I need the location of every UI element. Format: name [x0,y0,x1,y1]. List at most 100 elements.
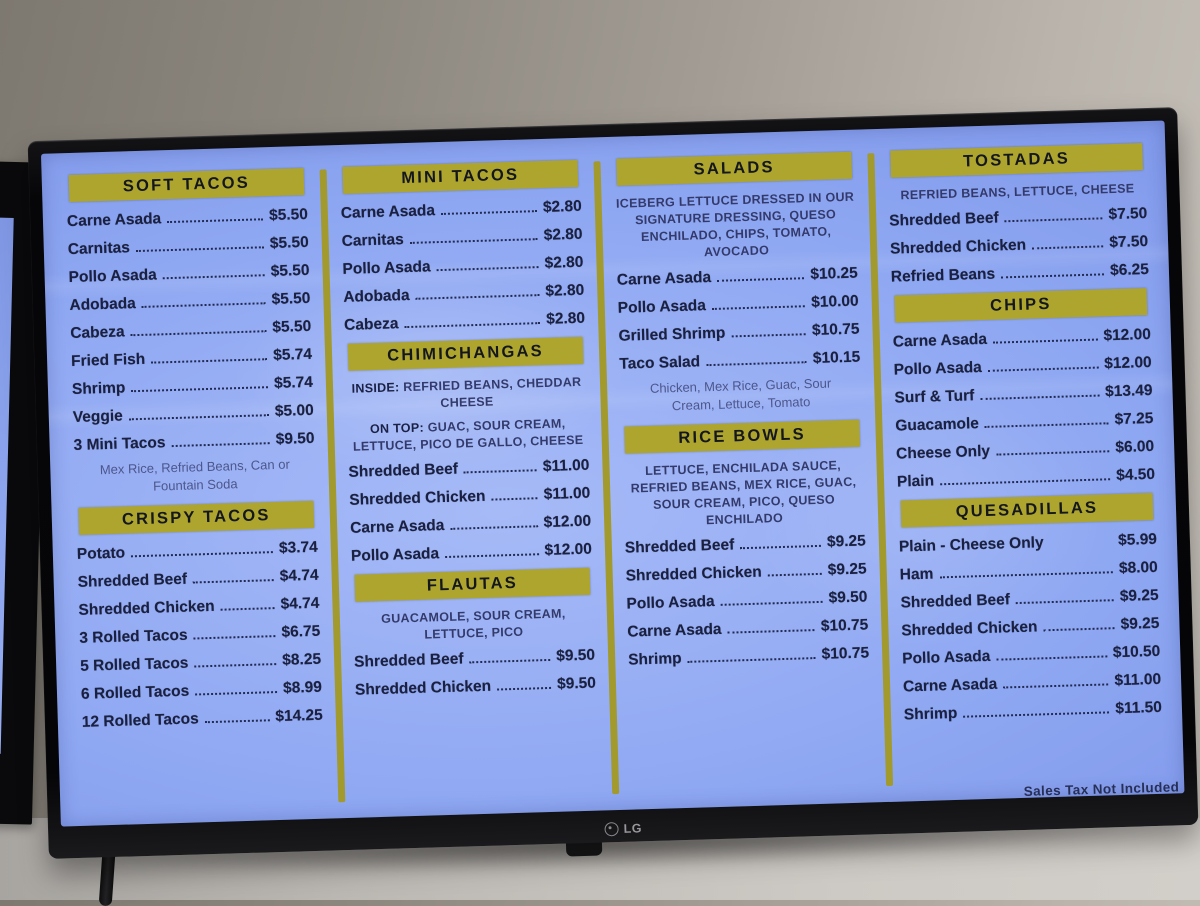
dot-leader [740,544,822,550]
menu-item: Pollo Asada $5.50 [68,261,309,287]
dot-leader [409,238,538,244]
item-name: Shredded Chicken [889,236,1027,258]
item-name: Pollo Asada [350,545,440,565]
menu-item: Refried Beans $6.25 [891,260,1150,287]
menu-item: Fried Fish $5.74 [71,345,312,371]
dot-leader [1004,217,1103,223]
menu-item: Pollo Asada $10.50 [902,642,1161,669]
item-name: Shrimp [71,379,126,399]
section-header: QUESADILLAS [900,492,1154,528]
item-price: $14.25 [275,706,323,726]
dot-leader [731,333,807,338]
menu-section: FLAUTAS GUACAMOLE, SOUR CREAM, LETTUCE, P… [350,567,599,700]
menu-tv: SOFT TACOS Carne Asada $5.50 Carnitas $5.50 P… [27,107,1199,859]
item-name: Cheese Only [895,442,991,463]
menu-item: Carne Asada $5.50 [67,205,308,231]
item-price: $5.50 [272,317,312,337]
menu-item: Pollo Asada $10.00 [617,292,859,318]
menu-item: Cabeza $5.50 [70,317,311,343]
item-price: $2.80 [544,253,584,272]
item-name: Pollo Asada [902,647,991,668]
description-prefix: ON TOP: [369,420,428,437]
item-name: Carnitas [341,231,404,250]
menu-item: Shrimp $11.50 [904,698,1163,725]
section-description: ON TOP: GUAC, SOUR CREAM, LETTUCE, PICO … [352,416,584,454]
menu-item: Shredded Chicken $9.25 [625,560,866,586]
menu-item: Carnitas $2.80 [341,225,582,251]
dot-leader [1016,599,1114,605]
item-price: $8.00 [1118,558,1159,578]
menu-item: Plain $4.50 [897,465,1156,492]
item-price: $2.80 [546,309,586,328]
sales-tax-note: Sales Tax Not Included [1023,779,1180,799]
menu-item: Shredded Chicken $9.50 [355,674,596,700]
dot-leader [220,607,275,611]
menu-item: Shredded Beef $9.25 [900,586,1159,613]
item-price: $10.00 [810,292,859,312]
item-name: Shredded Beef [77,570,188,591]
section-description: REFRIED BEANS, LETTUCE, CHEESE [900,181,1135,203]
item-price: $10.50 [1112,642,1161,662]
dot-leader [463,469,537,474]
menu-item: Shredded Chicken $7.50 [890,232,1149,259]
menu-item: Adobada $5.50 [69,289,310,315]
item-name: Potato [76,544,126,563]
menu-column-2: MINI TACOS Carne Asada $2.80 Carnitas $2.80 P… [333,159,605,810]
item-price: $5.50 [271,289,311,309]
menu-item: Carne Asada $12.00 [350,512,591,538]
item-name: Veggie [72,407,124,426]
item-price: $10.75 [820,616,869,635]
menu-item: Shredded Beef $9.25 [625,532,866,558]
dot-leader [706,361,808,367]
item-name: Plain - Cheese Only [898,534,1044,556]
adjacent-tv-screen [0,217,14,754]
menu-item: 3 Rolled Tacos $6.75 [79,622,320,648]
section-description: INSIDE: REFRIED BEANS, CHEDDAR CHEESE [351,374,582,411]
tv-brand-label: LG [623,821,643,836]
dot-leader [131,551,274,558]
dot-leader [171,442,270,448]
menu-item: Cabeza $2.80 [344,309,585,335]
menu-item: Shrimp $10.75 [628,643,869,669]
item-name: Refried Beans [890,265,996,286]
dot-leader [993,338,1098,344]
dot-leader [980,394,1100,401]
menu-item: Surf & Turf $13.49 [894,381,1153,408]
menu-item: Shredded Beef $11.00 [348,456,589,482]
item-price: $2.80 [545,281,585,300]
section-note: Chicken, Mex Rice, Guac, Sour Cream, Let… [649,375,832,414]
dot-leader [469,658,551,664]
item-price: $4.50 [1115,465,1156,485]
item-name: Carne Asada [892,330,988,351]
dot-leader [717,277,805,282]
menu-item: Ham $8.00 [899,558,1159,585]
item-price: $12.00 [1104,353,1152,373]
item-name: Shredded Beef [624,536,735,557]
item-price: $9.25 [827,560,867,579]
menu-section: TOSTADAS REFRIED BEANS, LETTUCE, CHEESE Sh… [885,143,1151,287]
menu-item: Pollo Asada $2.80 [342,253,583,279]
item-name: Carne Asada [627,620,722,641]
menu-column-3: SALADS ICEBERG LETTUCE DRESSED IN OUR SIG… [607,151,879,802]
dot-leader [195,691,278,696]
menu-item: 12 Rolled Tacos $14.25 [82,706,323,732]
section-description: GUACAMOLE, SOUR CREAM, LETTUCE, PICO [380,606,566,642]
section-header: TOSTADAS [890,143,1143,178]
item-price: $9.25 [1120,614,1160,633]
item-name: Surf & Turf [894,387,975,407]
item-name: Shrimp [903,704,958,724]
menu-item: 6 Rolled Tacos $8.99 [81,678,322,704]
item-price: $5.50 [270,261,310,281]
dot-leader [727,629,815,634]
dot-leader [1032,245,1104,250]
item-name: Carne Asada [902,675,998,696]
menu-item: Shredded Chicken $9.25 [901,614,1160,641]
section-header: MINI TACOS [342,159,579,194]
item-price: $2.80 [543,225,583,244]
item-name: Carne Asada [616,269,712,289]
menu-item: Shredded Chicken $4.74 [78,594,319,620]
menu-item: 5 Rolled Tacos $8.25 [80,650,321,676]
item-price: $10.25 [810,264,859,284]
item-name: 6 Rolled Tacos [80,682,190,703]
dot-leader [130,330,267,337]
